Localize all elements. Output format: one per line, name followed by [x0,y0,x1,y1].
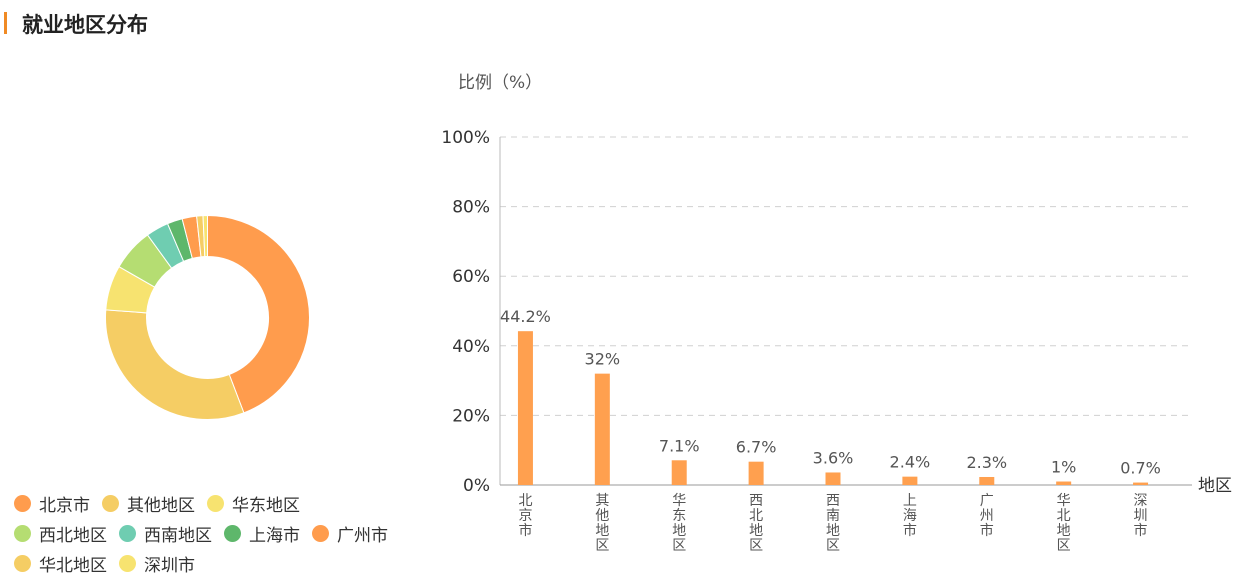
x-tick-label: 上海市 [903,493,917,539]
legend-dot-icon [207,494,224,512]
bar-value-label: 44.2% [500,307,551,326]
legend-item-4[interactable]: 西南地区 [119,521,212,546]
legend-dot-icon [224,524,241,542]
y-axis-title: 比例（%） [458,73,542,93]
legend-label: 华北地区 [39,555,107,576]
bar-6[interactable] [979,476,995,485]
x-tick-label: 北京市 [518,493,532,539]
legend-item-6[interactable]: 广州市 [312,521,388,546]
bar-chart: 比例（%） 0% 20% 40% 60% 80% 100% 地区 44.2% 北京市 32% 其他地区… [441,73,1232,554]
y-tick-label: 0% [463,476,490,496]
donut-slice-1[interactable] [105,309,245,420]
x-axis-title: 地区 [1198,476,1232,496]
y-tick-label: 80% [452,198,490,218]
legend-dot-icon [119,524,136,542]
section-title: 就业地区分布 [22,13,148,37]
y-tick-label: 60% [452,267,490,287]
bar-5[interactable] [902,476,918,485]
bar-value-label: 6.7% [736,438,777,457]
bar-0[interactable] [517,331,533,485]
title-accent-bar [4,12,7,34]
bar-1[interactable] [594,373,610,485]
bar-value-label: 32% [585,350,621,369]
donut-legend: 北京市 其他地区 华东地区西北地区 西南地区 上海市 广州市华北地区 深圳市 [14,488,414,578]
bar-7[interactable] [1056,481,1072,485]
legend-label: 北京市 [39,495,90,516]
legend-item-8[interactable]: 深圳市 [119,551,195,576]
donut-slice-8[interactable] [202,214,208,258]
bar-value-label: 3.6% [813,448,854,467]
bar-8[interactable] [1133,482,1149,485]
bar-2[interactable] [671,460,687,485]
legend-label: 广州市 [337,525,388,546]
legend-dot-icon [14,494,31,512]
y-tick-label: 100% [441,128,490,148]
bar-3[interactable] [748,461,764,485]
legend-dot-icon [119,554,136,572]
x-tick-label: 华北地区 [1057,493,1071,554]
legend-item-3[interactable]: 西北地区 [14,521,107,546]
legend-item-1[interactable]: 其他地区 [102,491,195,516]
legend-row: 华北地区 深圳市 [14,548,414,578]
legend-dot-icon [102,494,119,512]
legend-item-0[interactable]: 北京市 [14,491,90,516]
legend-item-2[interactable]: 华东地区 [207,491,300,516]
y-tick-label: 20% [452,406,490,426]
x-tick-label: 西南地区 [826,493,840,554]
legend-label: 西北地区 [39,525,107,546]
bar-value-label: 1% [1051,458,1076,477]
legend-label: 西南地区 [144,525,212,546]
legend-dot-icon [14,524,31,542]
bar-value-label: 0.7% [1120,459,1161,478]
donut-chart [105,214,310,420]
legend-label: 其他地区 [127,495,195,516]
x-tick-label: 其他地区 [595,493,609,554]
legend-dot-icon [312,524,329,542]
legend-item-7[interactable]: 华北地区 [14,551,107,576]
x-tick-label: 华东地区 [672,493,686,554]
x-tick-label: 深圳市 [1134,493,1148,539]
bar-value-label: 2.3% [966,453,1007,472]
legend-item-5[interactable]: 上海市 [224,521,300,546]
x-tick-label: 西北地区 [749,493,763,554]
donut-slice-0[interactable] [207,214,310,414]
legend-dot-icon [14,554,31,572]
bar-value-label: 7.1% [659,436,700,455]
bar-4[interactable] [825,472,841,485]
x-tick-label: 广州市 [980,493,994,539]
legend-label: 深圳市 [144,555,195,576]
y-tick-label: 40% [452,337,490,357]
bar-value-label: 2.4% [890,453,931,472]
legend-row: 西北地区 西南地区 上海市 广州市 [14,518,414,548]
legend-row: 北京市 其他地区 华东地区 [14,488,414,518]
legend-label: 上海市 [249,525,300,546]
legend-label: 华东地区 [232,495,300,516]
